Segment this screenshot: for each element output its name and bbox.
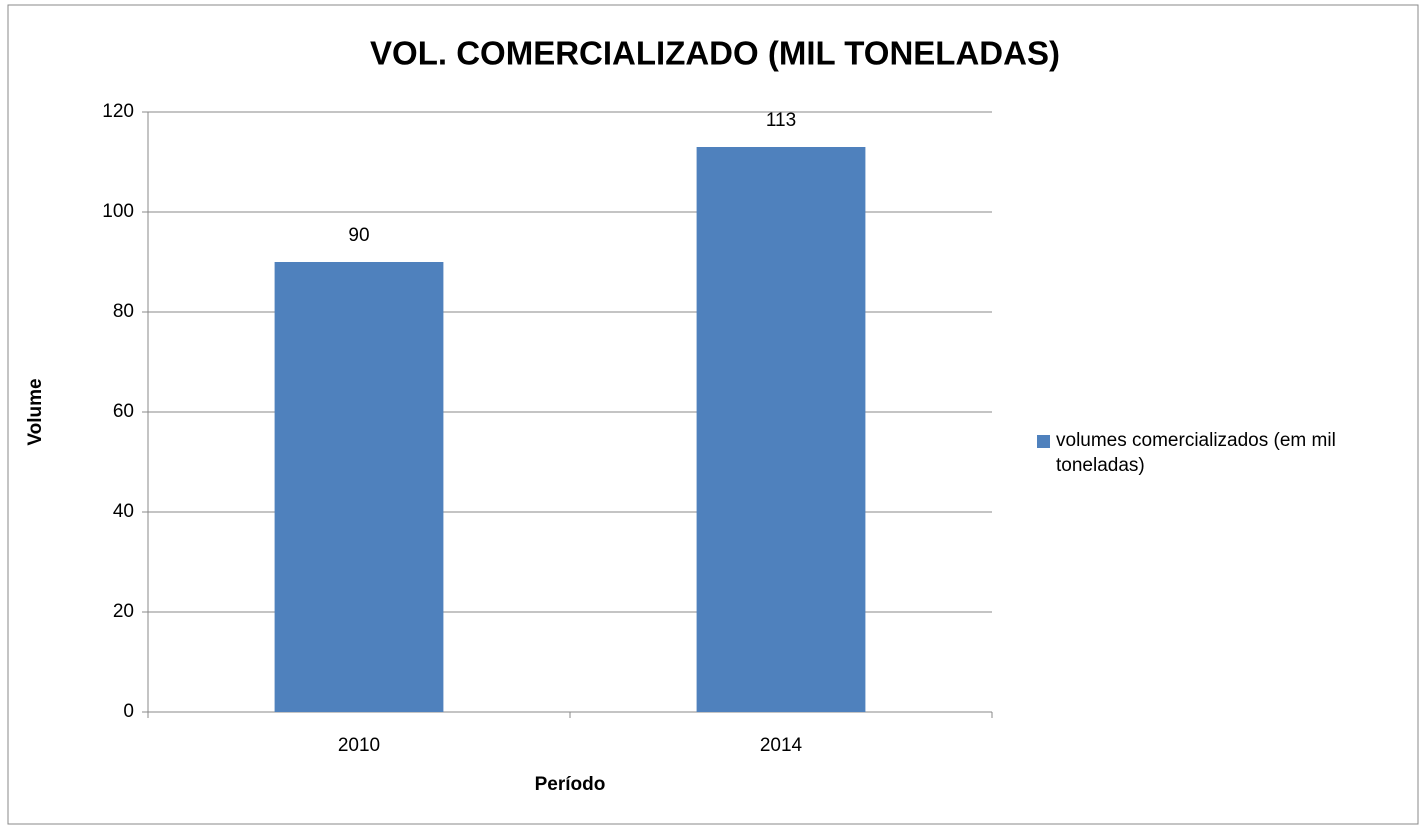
- y-axis-label: Volume: [25, 378, 46, 445]
- x-tick-label: 2010: [338, 735, 380, 756]
- data-label: 90: [348, 225, 369, 246]
- y-tick-label: 20: [113, 601, 134, 622]
- y-tick-label: 60: [113, 401, 134, 422]
- legend-swatch: [1037, 435, 1050, 448]
- y-tick-label: 80: [113, 301, 134, 322]
- bar: [274, 262, 444, 712]
- x-axis-label: Período: [535, 774, 606, 795]
- y-tick-label: 40: [113, 501, 134, 522]
- bar: [696, 147, 866, 712]
- y-tick-label: 100: [102, 201, 134, 222]
- x-tick-label: 2014: [760, 735, 803, 756]
- legend-label-line: toneladas): [1056, 455, 1145, 476]
- y-tick-label: 0: [123, 701, 134, 722]
- y-tick-label: 120: [102, 101, 134, 122]
- legend-label-line: volumes comercializados (em mil: [1056, 430, 1336, 451]
- data-label: 113: [766, 110, 796, 131]
- chart-title: VOL. COMERCIALIZADO (MIL TONELADAS): [370, 35, 1060, 72]
- legend-label: volumes comercializados (em mil toneladas…: [1056, 430, 1336, 476]
